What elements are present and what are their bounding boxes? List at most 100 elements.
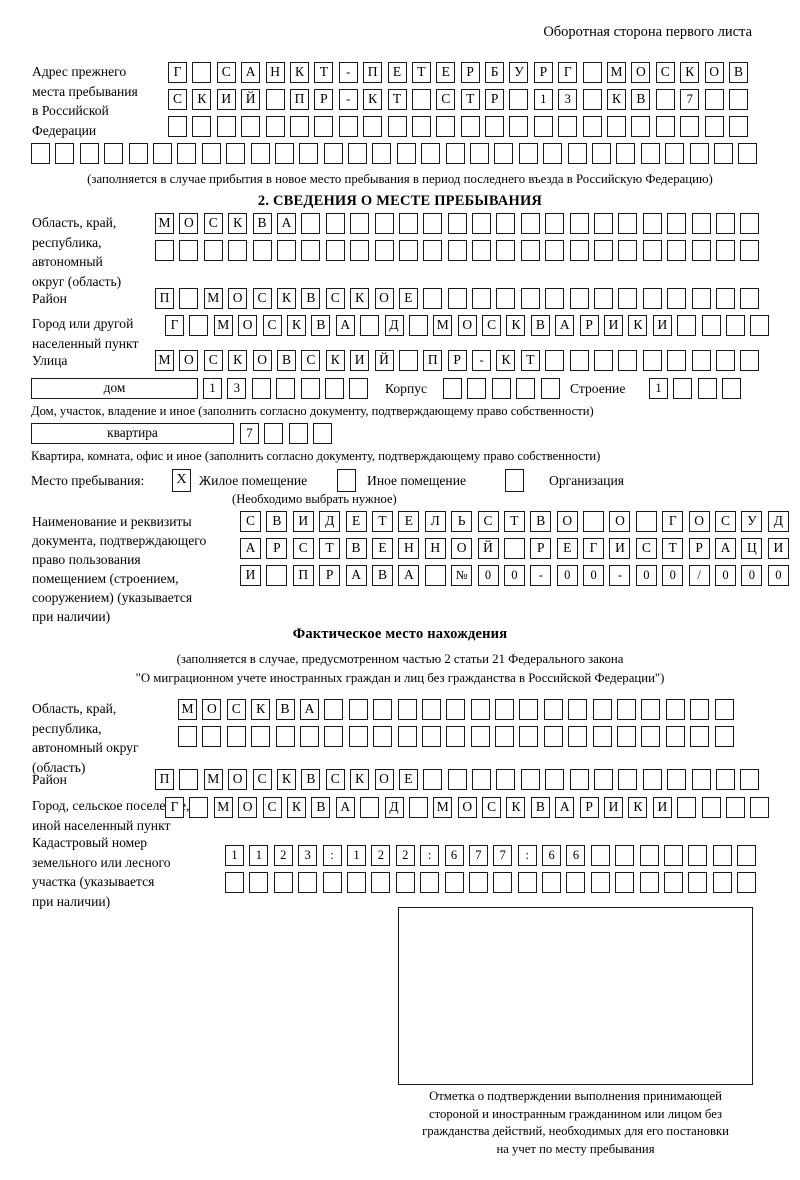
form-cell[interactable]: Р [530,538,552,559]
form-cell[interactable]: 1 [533,89,553,110]
form-cell[interactable] [496,240,516,261]
stamp-box[interactable] [398,907,753,1085]
form-cell[interactable] [715,213,735,234]
form-cell[interactable] [495,726,515,747]
form-cell[interactable] [472,769,492,790]
form-cell[interactable]: 7 [468,845,488,866]
form-cell[interactable] [179,288,199,309]
form-cell[interactable] [701,797,721,818]
form-cell[interactable]: В [266,511,288,532]
form-cell[interactable]: С [262,797,282,818]
form-cell[interactable]: В [728,62,748,83]
form-cell[interactable] [372,143,392,164]
form-cell[interactable] [543,143,563,164]
form-cell[interactable]: С [203,213,223,234]
form-cell[interactable] [509,89,529,110]
form-cell[interactable] [592,726,612,747]
form-cell[interactable] [360,315,380,336]
form-cell[interactable] [642,350,662,371]
form-cell[interactable] [288,423,308,444]
form-cell[interactable]: Л [424,511,446,532]
form-cell[interactable]: О [688,511,710,532]
form-cell[interactable]: И [604,797,624,818]
form-cell[interactable] [712,872,732,893]
form-cell[interactable]: К [363,89,383,110]
form-cell[interactable]: Ь [451,511,473,532]
form-cell[interactable]: С [325,288,345,309]
form-cell[interactable] [470,726,490,747]
form-cell[interactable] [690,699,710,720]
form-cell[interactable]: О [704,62,724,83]
form-cell[interactable] [725,315,745,336]
form-cell[interactable]: Т [314,62,334,83]
form-cell[interactable]: И [240,565,261,586]
form-cell[interactable]: Б [485,62,505,83]
form-cell[interactable]: Г [583,538,605,559]
form-cell[interactable] [594,288,614,309]
form-cell[interactable] [691,350,711,371]
form-cell[interactable] [509,116,529,137]
form-cell[interactable]: Р [533,62,553,83]
form-cell[interactable] [667,288,687,309]
form-cell[interactable] [443,378,462,399]
form-cell[interactable]: К [286,797,306,818]
form-cell[interactable] [714,699,734,720]
form-cell[interactable]: Т [503,511,525,532]
form-cell[interactable]: : [420,845,440,866]
form-cell[interactable] [607,116,627,137]
form-cell[interactable] [447,288,467,309]
korpus-row[interactable] [443,378,560,399]
form-cell[interactable] [411,89,431,110]
form-cell[interactable] [618,769,638,790]
form-cell[interactable] [250,143,270,164]
form-cell[interactable]: К [506,315,526,336]
form-cell[interactable] [740,769,760,790]
form-cell[interactable] [568,726,588,747]
form-cell[interactable]: В [311,797,331,818]
form-cell[interactable] [691,240,711,261]
form-cell[interactable] [446,726,466,747]
form-cell[interactable] [395,872,415,893]
form-cell[interactable] [265,89,285,110]
form-cell[interactable]: К [251,699,271,720]
form-cell[interactable]: К [325,350,345,371]
form-cell[interactable] [421,726,441,747]
form-cell[interactable] [387,116,407,137]
form-cell[interactable] [324,378,344,399]
form-cell[interactable] [750,315,770,336]
form-cell[interactable]: Р [688,538,710,559]
form-cell[interactable] [496,288,516,309]
form-cell[interactable]: 0 [767,565,789,586]
form-cell[interactable] [346,872,366,893]
form-cell[interactable] [689,143,709,164]
form-cell[interactable] [31,143,50,164]
form-cell[interactable] [737,845,757,866]
form-cell[interactable] [202,726,222,747]
form-cell[interactable] [691,769,711,790]
form-cell[interactable] [179,769,199,790]
form-cell[interactable] [152,143,172,164]
form-cell[interactable] [472,213,492,234]
form-cell[interactable] [569,288,589,309]
prev-address-row[interactable] [168,116,748,137]
form-cell[interactable] [750,797,770,818]
form-cell[interactable]: В [311,315,331,336]
form-cell[interactable] [594,769,614,790]
form-cell[interactable] [266,565,288,586]
form-cell[interactable]: А [398,565,420,586]
form-cell[interactable]: В [530,797,550,818]
form-cell[interactable] [617,726,637,747]
form-cell[interactable] [265,116,285,137]
form-cell[interactable] [348,699,368,720]
form-cell[interactable] [728,89,748,110]
form-cell[interactable] [520,213,540,234]
form-cell[interactable]: У [509,62,529,83]
form-cell[interactable] [712,845,732,866]
form-cell[interactable] [545,769,565,790]
form-cell[interactable] [545,350,565,371]
form-cell[interactable] [298,872,318,893]
form-cell[interactable]: О [609,511,631,532]
